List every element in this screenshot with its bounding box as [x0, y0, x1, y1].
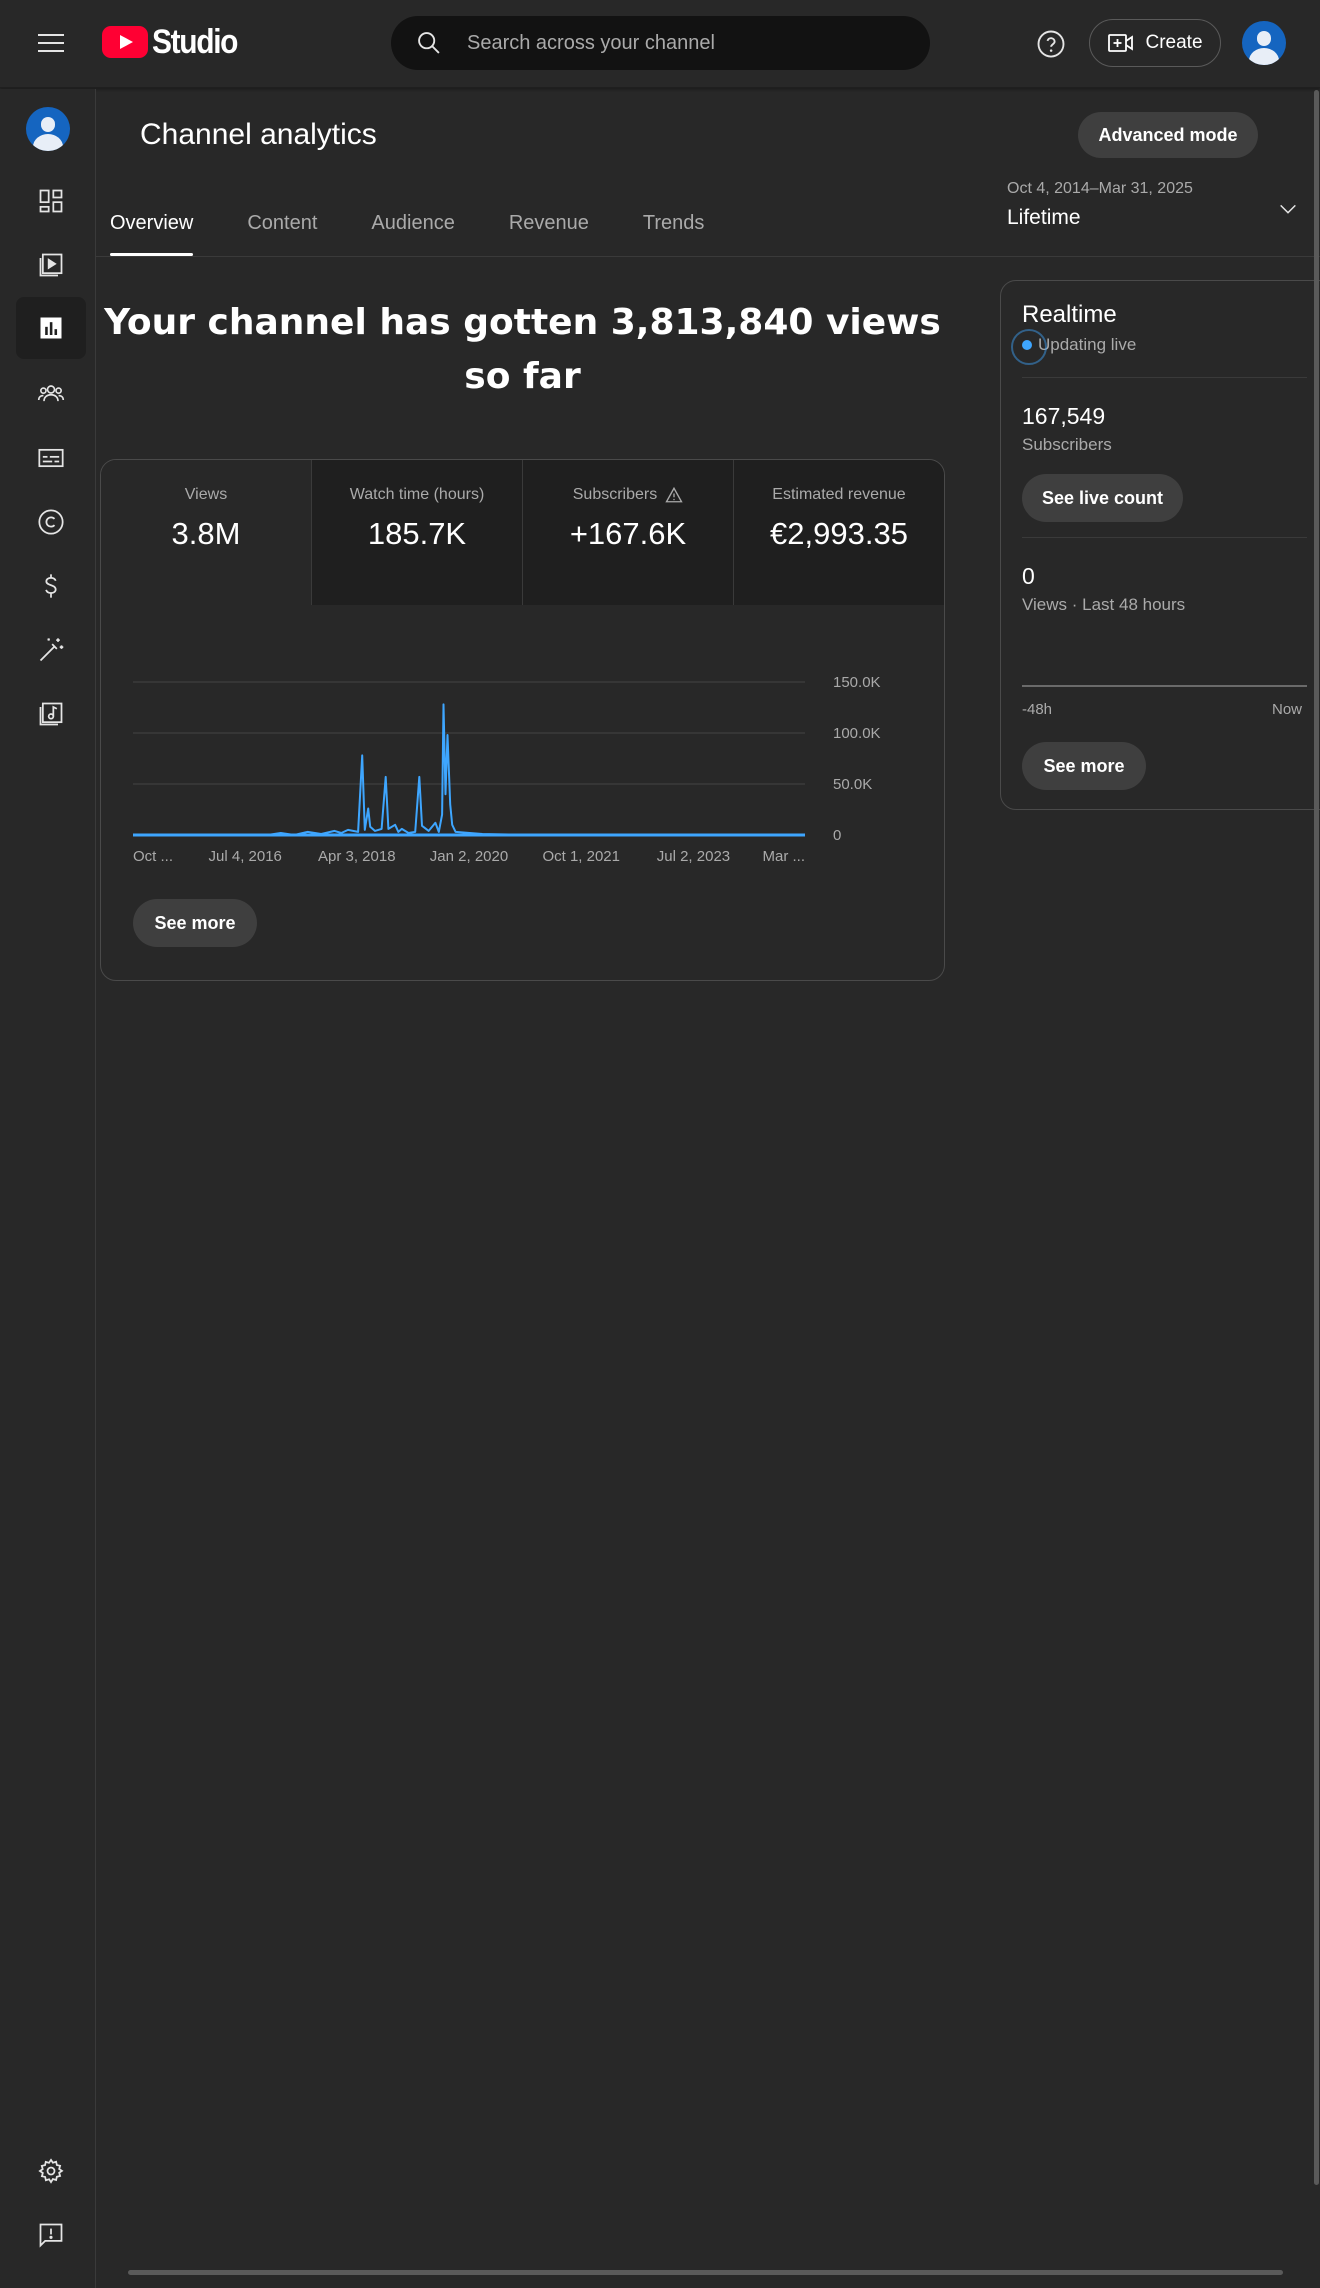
see-more-button[interactable]: See more: [133, 899, 257, 947]
sidebar-item-earn[interactable]: [16, 555, 86, 617]
realtime-card: Realtime Updating live 167,549 Subscribe…: [1000, 280, 1320, 810]
tab-overview[interactable]: Overview: [110, 196, 194, 256]
magic-wand-icon: [39, 638, 64, 662]
warning-icon: [665, 486, 683, 503]
divider: [1022, 537, 1307, 538]
sidebar-item-analytics[interactable]: [16, 297, 86, 359]
dashboard-icon: [39, 189, 63, 213]
realtime-views-label: Views · Last 48 hours: [1022, 595, 1186, 614]
realtime-status-text: Updating live: [1038, 335, 1137, 354]
views-series-line: [133, 703, 805, 836]
realtime-axis-end: Now: [1272, 701, 1303, 718]
logo-text: Studio: [152, 22, 238, 61]
y-tick-label: 100.0K: [833, 725, 881, 742]
metric-tabs: Views 3.8M Watch time (hours) 185.7K Sub…: [101, 460, 944, 605]
studio-logo[interactable]: Studio: [102, 22, 249, 62]
metric-value: +167.6K: [569, 516, 687, 551]
account-avatar[interactable]: [1242, 21, 1286, 65]
community-icon: [37, 385, 65, 402]
sidebar: [0, 89, 96, 2288]
create-video-icon: [1108, 34, 1134, 52]
metric-label: Estimated revenue: [772, 486, 906, 503]
realtime-status: Updating live: [1011, 329, 1137, 365]
search-icon: [418, 32, 440, 54]
channel-views-headline: Your channel has gotten 3,813,840 views …: [104, 302, 941, 397]
youtube-logo-icon: [102, 26, 148, 58]
see-live-count-button[interactable]: See live count: [1022, 474, 1183, 522]
copyright-icon: [38, 509, 64, 535]
sidebar-item-settings[interactable]: [16, 2140, 86, 2202]
top-bar: Studio Create: [0, 0, 1320, 88]
metric-value: 185.7K: [367, 516, 467, 551]
content-icon: [39, 253, 63, 277]
metric-views[interactable]: Views 3.8M: [101, 460, 312, 605]
menu-icon[interactable]: [36, 28, 66, 58]
create-label: Create: [1145, 32, 1203, 53]
x-tick-label: Jul 2, 2023: [657, 848, 730, 865]
realtime-see-more-button[interactable]: See more: [1022, 742, 1146, 790]
tab-content[interactable]: Content: [247, 212, 318, 234]
views-chart[interactable]: 150.0K 100.0K 50.0K 0 Oct ... Jul 4, 2016 Apr …: [101, 605, 945, 875]
earn-icon: [45, 574, 57, 598]
chevron-down-icon: [1280, 204, 1296, 214]
overview-card: Views 3.8M Watch time (hours) 185.7K Sub…: [100, 459, 945, 981]
realtime-subscribers-label: Subscribers: [1022, 435, 1112, 454]
live-dot-icon: [1011, 329, 1047, 365]
tab-trends[interactable]: Trends: [642, 212, 705, 234]
y-tick-label: 50.0K: [833, 776, 872, 793]
metric-watch-time[interactable]: Watch time (hours) 185.7K: [312, 460, 523, 605]
metric-value: 3.8M: [171, 516, 241, 551]
sidebar-item-customization[interactable]: [16, 619, 86, 681]
vertical-scrollbar[interactable]: [1314, 90, 1319, 2185]
subtitles-icon: [38, 448, 64, 468]
x-tick-label: Mar ...: [762, 848, 805, 865]
realtime-chart-baseline: [1022, 685, 1307, 687]
metric-value: €2,993.35: [770, 516, 908, 551]
analytics-icon: [40, 317, 62, 339]
realtime-title: Realtime: [1022, 301, 1117, 328]
tab-bar: Overview Content Audience Revenue Trends: [110, 196, 758, 258]
realtime-views-value: 0: [1022, 563, 1035, 589]
x-tick-label: Oct ...: [133, 848, 173, 865]
horizontal-scrollbar[interactable]: [128, 2270, 1283, 2275]
metric-label: Views: [184, 486, 228, 503]
metric-label: Subscribers: [523, 486, 733, 504]
channel-avatar[interactable]: [26, 107, 70, 151]
metric-revenue[interactable]: Estimated revenue €2,993.35: [734, 460, 944, 605]
sidebar-item-subtitles[interactable]: [16, 427, 86, 489]
date-range-label: Lifetime: [1007, 206, 1081, 229]
tab-revenue[interactable]: Revenue: [508, 212, 589, 234]
gear-icon: [38, 2158, 64, 2184]
x-tick-label: Jan 2, 2020: [430, 848, 508, 865]
realtime-subscribers-value: 167,549: [1022, 403, 1106, 429]
x-tick-label: Oct 1, 2021: [542, 848, 620, 865]
y-tick-label: 150.0K: [833, 674, 881, 691]
feedback-icon: [39, 2223, 63, 2248]
y-tick-label: 0: [833, 827, 841, 844]
sidebar-item-dashboard[interactable]: [16, 170, 86, 232]
page-title: Channel analytics: [140, 118, 377, 151]
search-input[interactable]: [467, 31, 887, 55]
sidebar-item-community[interactable]: [16, 362, 86, 424]
realtime-axis-start: -48h: [1022, 701, 1053, 718]
date-range-text: Oct 4, 2014–Mar 31, 2025: [1007, 180, 1193, 197]
help-icon[interactable]: [1036, 29, 1066, 59]
metric-label: Watch time (hours): [349, 486, 485, 503]
x-tick-label: Apr 3, 2018: [318, 848, 396, 865]
sidebar-item-content[interactable]: [16, 234, 86, 296]
create-button[interactable]: Create: [1089, 19, 1221, 67]
sidebar-item-copyright[interactable]: [16, 491, 86, 553]
tab-divider: [96, 256, 1320, 257]
metric-subscribers[interactable]: Subscribers +167.6K: [523, 460, 734, 605]
audio-library-icon: [39, 702, 63, 726]
tab-audience[interactable]: Audience: [371, 212, 455, 234]
divider: [1022, 377, 1307, 378]
date-range-selector[interactable]: Oct 4, 2014–Mar 31, 2025 Lifetime: [1007, 180, 1307, 240]
sidebar-item-feedback[interactable]: [16, 2204, 86, 2266]
search-bar[interactable]: [391, 16, 930, 70]
sidebar-item-audio-library[interactable]: [16, 683, 86, 745]
advanced-mode-button[interactable]: Advanced mode: [1078, 112, 1258, 158]
x-tick-label: Jul 4, 2016: [209, 848, 282, 865]
